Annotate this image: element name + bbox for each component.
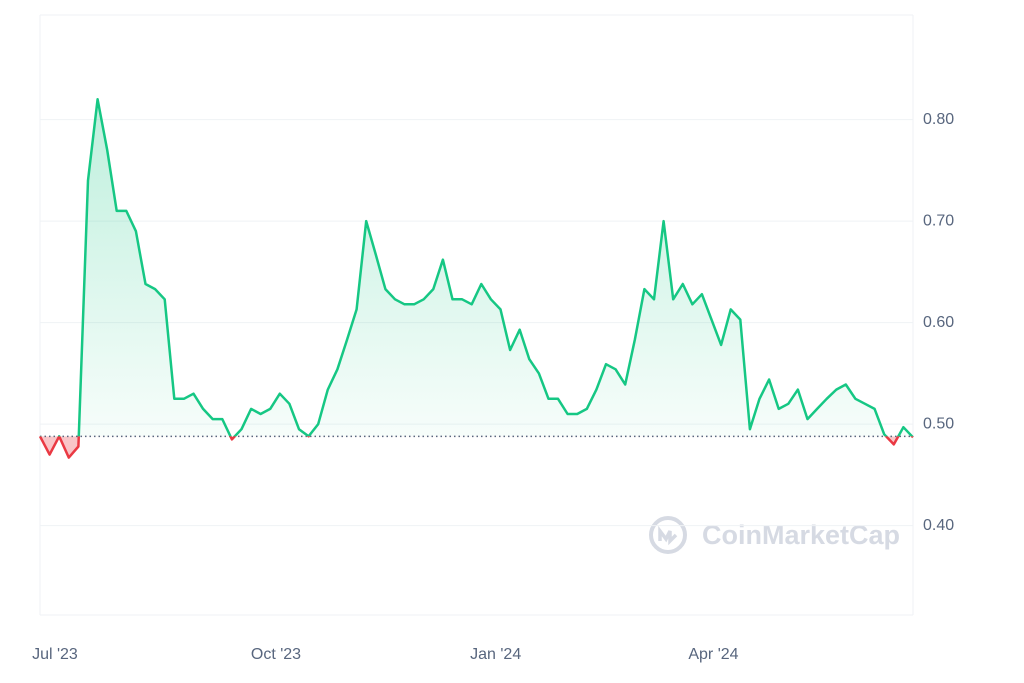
- price-line: [39, 98, 914, 437]
- watermark: CoinMarketCap: [649, 516, 900, 554]
- x-tick-label: Jul '23: [32, 646, 78, 663]
- y-tick-label: 0.50: [923, 415, 954, 432]
- y-tick-label: 0.80: [923, 111, 954, 128]
- x-tick-label: Apr '24: [688, 646, 738, 663]
- x-tick-label: Jan '24: [470, 646, 521, 663]
- y-tick-label: 0.60: [923, 314, 954, 331]
- y-tick-label: 0.40: [923, 517, 954, 534]
- watermark-text: CoinMarketCap: [702, 520, 900, 550]
- x-tick-label: Oct '23: [251, 646, 301, 663]
- y-tick-label: 0.70: [923, 212, 954, 229]
- area-above: [40, 99, 913, 437]
